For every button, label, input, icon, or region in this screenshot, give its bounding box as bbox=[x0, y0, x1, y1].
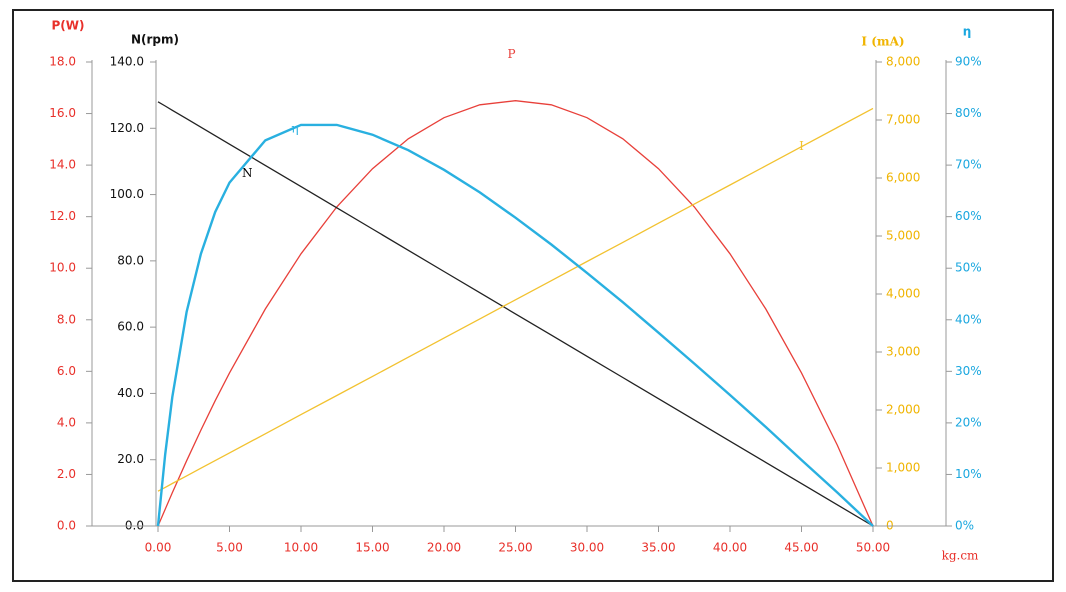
y-tick-label: 4.0 bbox=[57, 415, 76, 429]
series-label: I bbox=[799, 139, 804, 153]
y-tick-label: 120.0 bbox=[110, 121, 144, 135]
x-tick-label: 50.00 bbox=[856, 541, 890, 555]
y-tick-label: 18.0 bbox=[49, 55, 76, 69]
x-tick-label: 0.00 bbox=[145, 541, 172, 555]
series-line bbox=[156, 123, 874, 527]
y-tick-label: 50% bbox=[955, 261, 982, 275]
x-tick-label: 30.00 bbox=[570, 541, 604, 555]
y-tick-label: 5,000 bbox=[886, 229, 920, 243]
y-tick-label: 2.0 bbox=[57, 467, 76, 481]
y-tick-label: 20% bbox=[955, 415, 982, 429]
y-tick-label: 1,000 bbox=[886, 461, 920, 475]
x-tick-label: 10.00 bbox=[284, 541, 318, 555]
series-line bbox=[157, 107, 874, 492]
y-tick-label: 0.0 bbox=[57, 519, 76, 533]
y-tick-label: 10.0 bbox=[49, 261, 76, 275]
y-tick-label: 12.0 bbox=[49, 209, 76, 223]
y-tick-label: 90% bbox=[955, 55, 982, 69]
y-axis-title: P(W) bbox=[52, 19, 85, 33]
y-axis-title: η bbox=[963, 25, 972, 39]
y-tick-label: 0% bbox=[955, 519, 974, 533]
y-tick-label: 30% bbox=[955, 364, 982, 378]
x-tick-label: 5.00 bbox=[216, 541, 243, 555]
x-tick-label: 35.00 bbox=[641, 541, 675, 555]
x-tick-label: 25.00 bbox=[498, 541, 532, 555]
x-tick-label: 20.00 bbox=[427, 541, 461, 555]
series-line bbox=[157, 101, 874, 527]
y-tick-label: 60.0 bbox=[117, 320, 144, 334]
y-axis-title: N(rpm) bbox=[131, 33, 179, 47]
y-tick-label: 6,000 bbox=[886, 171, 920, 185]
chart-frame bbox=[12, 9, 1054, 582]
y-tick-label: 80% bbox=[955, 106, 982, 120]
y-tick-label: 6.0 bbox=[57, 364, 76, 378]
y-tick-label: 8,000 bbox=[886, 55, 920, 69]
x-axis-title: kg.cm bbox=[942, 549, 979, 563]
y-tick-label: 140.0 bbox=[110, 55, 144, 69]
series-line bbox=[157, 100, 874, 527]
y-tick-label: 2,000 bbox=[886, 403, 920, 417]
y-tick-label: 20.0 bbox=[117, 452, 144, 466]
series-label: η bbox=[291, 121, 298, 135]
y-tick-label: 60% bbox=[955, 209, 982, 223]
y-tick-label: 100.0 bbox=[110, 187, 144, 201]
y-tick-label: 14.0 bbox=[49, 158, 76, 172]
y-tick-label: 16.0 bbox=[49, 106, 76, 120]
series-label: N bbox=[242, 166, 253, 180]
x-tick-label: 15.00 bbox=[355, 541, 389, 555]
y-tick-label: 40% bbox=[955, 312, 982, 326]
y-tick-label: 10% bbox=[955, 467, 982, 481]
y-tick-label: 40.0 bbox=[117, 386, 144, 400]
y-axis-title: I (mA) bbox=[861, 35, 904, 49]
series-label: P bbox=[507, 47, 515, 61]
y-tick-label: 80.0 bbox=[117, 253, 144, 267]
y-tick-label: 4,000 bbox=[886, 287, 920, 301]
x-tick-label: 45.00 bbox=[784, 541, 818, 555]
y-tick-label: 8.0 bbox=[57, 312, 76, 326]
y-tick-label: 3,000 bbox=[886, 345, 920, 359]
x-tick-label: 40.00 bbox=[713, 541, 747, 555]
y-tick-label: 7,000 bbox=[886, 113, 920, 127]
y-tick-label: 70% bbox=[955, 158, 982, 172]
